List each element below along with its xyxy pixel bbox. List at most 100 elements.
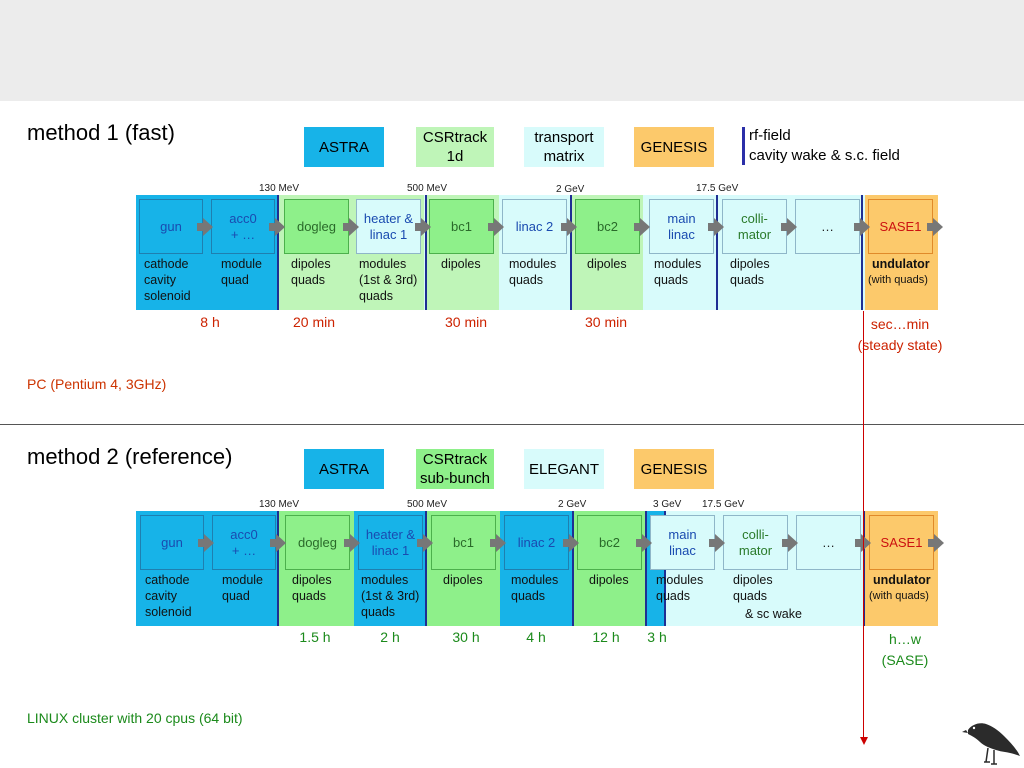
element-linac2: linac 2	[504, 515, 569, 570]
element-heater-linac1: heater & linac 1	[358, 515, 423, 570]
element-gun: gun	[139, 199, 203, 254]
flow-arrow-icon	[854, 218, 870, 236]
element-description: modules quads	[654, 257, 702, 287]
flow-arrow-icon	[269, 218, 285, 236]
legend-transport-matrix: transport matrix	[524, 127, 604, 167]
flow-arrow-icon	[634, 218, 650, 236]
element-acc0: acc0 + …	[212, 515, 276, 570]
element-description: dipoles	[589, 573, 629, 587]
legend-cavity-wake: cavity wake & s.c. field	[749, 147, 900, 164]
energy-label: 500 MeV	[407, 499, 448, 510]
time-value: 1.5 h	[299, 629, 331, 645]
legend-elegant: ELEGANT	[524, 449, 604, 489]
time-value: 30 min	[584, 314, 628, 330]
flow-arrow-icon	[197, 218, 213, 236]
legend-astra: ASTRA	[304, 449, 384, 489]
element-main-linac: main linac	[650, 515, 715, 570]
element-linac2: linac 2	[502, 199, 567, 254]
element-description: modules (1st & 3rd) quads	[359, 257, 418, 303]
element-description: modules (1st & 3rd) quads	[361, 573, 420, 619]
flow-arrow-icon	[198, 534, 214, 552]
element-bc1: bc1	[429, 199, 494, 254]
method1-title: method 1 (fast)	[27, 120, 175, 145]
flow-arrow-icon	[343, 218, 359, 236]
method2-platform: LINUX cluster with 20 cpus (64 bit)	[27, 710, 243, 726]
flow-arrow-icon	[270, 534, 286, 552]
element-dogleg: dogleg	[285, 515, 350, 570]
element-description: dipoles	[443, 573, 483, 587]
method1-platform: PC (Pentium 4, 3GHz)	[27, 376, 167, 392]
energy-label: 2 GeV	[556, 184, 585, 195]
flow-arrow-icon	[709, 534, 725, 552]
element-description: undulator	[872, 257, 930, 271]
flow-arrow-icon	[782, 534, 798, 552]
legend-rf-field: rf-field	[749, 127, 791, 144]
legend-rf-marker	[742, 127, 745, 165]
flow-arrow-icon	[344, 534, 360, 552]
flow-arrow-icon	[415, 218, 431, 236]
flow-arrow-icon	[781, 218, 797, 236]
energy-label: 500 MeV	[407, 183, 448, 194]
flow-arrow-icon	[708, 218, 724, 236]
energy-label: 130 MeV	[259, 499, 300, 510]
element-description: module quad	[222, 573, 263, 603]
top-banner	[0, 0, 1024, 101]
flow-arrow-icon	[490, 534, 506, 552]
energy-label: 3 GeV	[653, 499, 682, 510]
element-description: modules quads	[511, 573, 559, 603]
time-value-sase: h…w (SASE)	[881, 631, 929, 668]
legend-astra: ASTRA	[304, 127, 384, 167]
energy-label: 2 GeV	[558, 499, 587, 510]
method2-title: method 2 (reference)	[27, 444, 233, 469]
element-bc2: bc2	[575, 199, 640, 254]
flow-arrow-icon	[855, 534, 871, 552]
element-gun: gun	[140, 515, 204, 570]
element-description: (with quads)	[868, 274, 928, 286]
element-sase1: SASE1	[868, 199, 933, 254]
element-description: dipoles quads	[291, 257, 331, 287]
time-value: 12 h	[592, 629, 620, 645]
flow-arrow-icon	[563, 534, 579, 552]
flow-arrow-icon	[636, 534, 652, 552]
time-value: 20 min	[292, 314, 336, 330]
time-value: 2 h	[380, 629, 400, 645]
element-description: dipoles quads	[730, 257, 770, 287]
element-description: dipoles	[587, 257, 627, 271]
flow-arrow-icon	[928, 534, 944, 552]
down-arrow-icon	[860, 737, 868, 745]
energy-label: 17.5 GeV	[696, 183, 739, 194]
element-description: cathode cavity solenoid	[144, 257, 191, 303]
element-description: dipoles	[441, 257, 481, 271]
element-description: dipoles quads	[733, 573, 773, 603]
element-collimator: colli- mator	[723, 515, 788, 570]
element-description: module quad	[221, 257, 262, 287]
raven-logo-icon	[962, 723, 1020, 765]
element-acc0: acc0 + …	[211, 199, 275, 254]
flow-arrow-icon	[927, 218, 943, 236]
element-description: modules quads	[509, 257, 557, 287]
legend-genesis: GENESIS	[634, 449, 714, 489]
flow-arrow-icon	[488, 218, 504, 236]
element-more: …	[795, 199, 860, 254]
time-value-sase: sec…min (steady state)	[857, 316, 943, 353]
time-value: 8 h	[200, 314, 220, 330]
section-divider	[0, 424, 1024, 425]
element-description: dipoles quads	[292, 573, 332, 603]
flow-arrow-icon	[417, 534, 433, 552]
element-sase1: SASE1	[869, 515, 934, 570]
time-value: 30 min	[444, 314, 488, 330]
time-value: 4 h	[526, 629, 546, 645]
legend-genesis: GENESIS	[634, 127, 714, 167]
element-description: & sc wake	[745, 607, 802, 621]
element-description: (with quads)	[869, 590, 929, 602]
energy-label: 130 MeV	[259, 183, 300, 194]
element-bc2: bc2	[577, 515, 642, 570]
element-description: undulator	[873, 573, 931, 587]
element-description: modules quads	[656, 573, 704, 603]
comparison-arrow-line	[863, 311, 864, 737]
flow-arrow-icon	[561, 218, 577, 236]
element-main-linac: main linac	[649, 199, 714, 254]
time-value: 30 h	[452, 629, 480, 645]
legend-csrtrack-sub-bunch: CSRtrack sub-bunch	[416, 449, 494, 489]
time-value: 3 h	[647, 629, 667, 645]
